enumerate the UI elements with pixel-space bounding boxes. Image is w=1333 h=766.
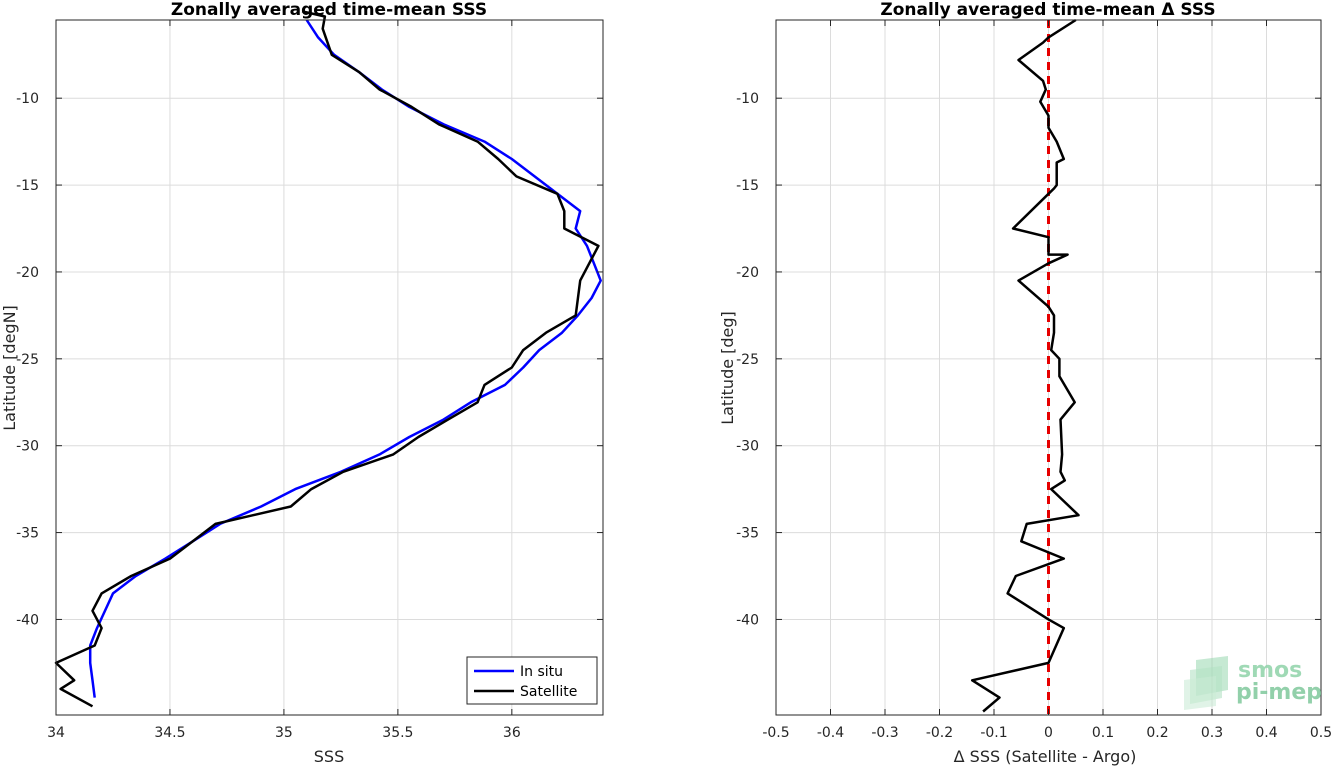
left-satellite-line <box>54 10 600 708</box>
legend-satellite-label: Satellite <box>520 684 577 700</box>
right-ytick-label: -20 <box>736 265 759 281</box>
legend: In situ Satellite <box>466 656 598 705</box>
left-y-axis-label: Latitude [degN] <box>0 305 19 431</box>
legend-box <box>466 656 598 705</box>
left-x-axis-label: SSS <box>314 747 344 766</box>
right-xtick-label: 0.2 <box>1146 725 1168 741</box>
right-xtick-label: 0 <box>1044 725 1053 741</box>
right-panel: Zonally averaged time-mean Δ SSS -0.5 -0.… <box>718 0 1332 766</box>
left-tick-labels: 34 34.5 35 35.5 36 -40 -35 -30 -25 -20 -15 -10 <box>16 20 603 741</box>
left-xtick-label: 36 <box>503 725 521 741</box>
left-panel: Zonally averaged time-mean SSS 34 34.5 35 3… <box>0 0 604 766</box>
left-ytick-label: -10 <box>16 91 39 107</box>
logo-layer-3 <box>1184 676 1216 710</box>
right-ytick-label: -25 <box>736 352 759 368</box>
smos-pi-mep-logo: smos pi-mep <box>1184 656 1322 710</box>
right-ytick-label: -10 <box>736 91 759 107</box>
right-series-group <box>970 18 1080 713</box>
right-y-axis-label: Latitude [deg] <box>718 311 737 425</box>
left-axes-box <box>55 19 604 716</box>
right-xtick-label: 0.4 <box>1255 725 1277 741</box>
left-ytick-label: -40 <box>16 612 39 628</box>
left-panel-title: Zonally averaged time-mean SSS <box>171 0 487 20</box>
left-xtick-label: 34.5 <box>154 725 185 741</box>
right-series-0-line <box>970 18 1080 713</box>
left-xtick-label: 35.5 <box>382 725 413 741</box>
left-ytick-label: -25 <box>16 352 39 368</box>
right-xtick-label: 0.3 <box>1201 725 1223 741</box>
logo-text-smos: smos <box>1238 658 1302 683</box>
right-x-axis-label: Δ SSS (Satellite - Argo) <box>954 747 1137 766</box>
right-ytick-label: -15 <box>736 178 759 194</box>
right-xtick-label: -0.5 <box>762 725 789 741</box>
right-xtick-label: -0.4 <box>817 725 844 741</box>
right-ytick-label: -40 <box>736 612 759 628</box>
right-xtick-label: -0.2 <box>926 725 953 741</box>
left-ytick-label: -20 <box>16 265 39 281</box>
right-xtick-label: 0.1 <box>1092 725 1114 741</box>
left-xtick-label: 35 <box>275 725 293 741</box>
left-ytick-label: -35 <box>16 526 39 542</box>
right-ytick-label: -30 <box>736 439 759 455</box>
right-xtick-label: -0.3 <box>871 725 898 741</box>
right-xtick-label: -0.1 <box>980 725 1007 741</box>
right-xtick-label: 0.5 <box>1310 725 1332 741</box>
left-xtick-label: 34 <box>47 725 65 741</box>
logo-text-pi-mep: pi-mep <box>1236 680 1322 705</box>
right-ytick-label: -35 <box>736 526 759 542</box>
left-ytick-label: -30 <box>16 439 39 455</box>
legend-in-situ-label: In situ <box>520 664 563 680</box>
right-tick-labels: -0.5 -0.4 -0.3 -0.2 -0.1 0 0.1 0.2 0.3 0.4 0.5 -40 -… <box>736 20 1332 741</box>
right-panel-title: Zonally averaged time-mean Δ SSS <box>880 0 1215 20</box>
left-ytick-label: -15 <box>16 178 39 194</box>
right-grid <box>775 20 1322 715</box>
left-series-group <box>54 10 602 708</box>
